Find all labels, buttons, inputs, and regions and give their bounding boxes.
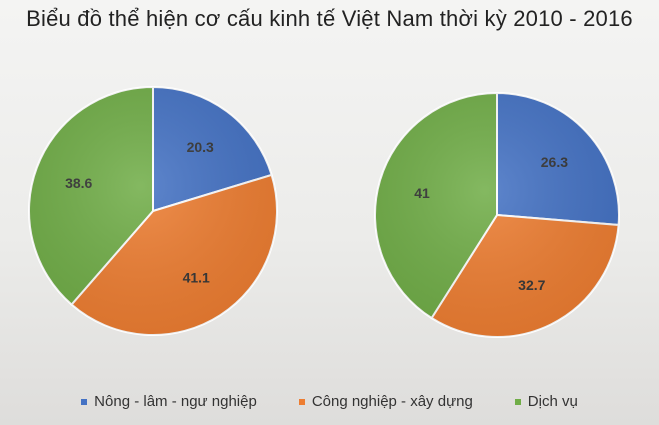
chart-title: Biểu đồ thể hiện cơ cấu kinh tế Việt Nam… — [26, 6, 633, 31]
legend-swatch-industry — [298, 398, 305, 405]
pie-2-label-agriculture: 26.3 — [541, 154, 568, 170]
legend-item-services: Dịch vụ — [514, 393, 578, 410]
legend: Nông - lâm - ngư nghiệp Công nghiệp - xâ… — [0, 393, 659, 410]
legend-item-industry: Công nghiệp - xây dựng — [298, 393, 473, 410]
legend-swatch-services — [514, 398, 521, 405]
pie-1-label-industry: 41.1 — [183, 270, 210, 286]
pie-1-label-services: 38.6 — [65, 175, 92, 191]
pie-1-label-agriculture: 20.3 — [187, 139, 214, 155]
legend-label-industry: Công nghiệp - xây dựng — [311, 393, 473, 410]
pie-2-label-services: 41 — [414, 185, 430, 201]
legend-label-services: Dịch vụ — [527, 393, 578, 410]
legend-swatch-agriculture — [81, 398, 88, 405]
pie-2-label-industry: 32.7 — [518, 277, 545, 293]
legend-label-agriculture: Nông - lâm - ngư nghiệp — [94, 393, 257, 410]
legend-item-agriculture: Nông - lâm - ngư nghiệp — [81, 393, 257, 410]
